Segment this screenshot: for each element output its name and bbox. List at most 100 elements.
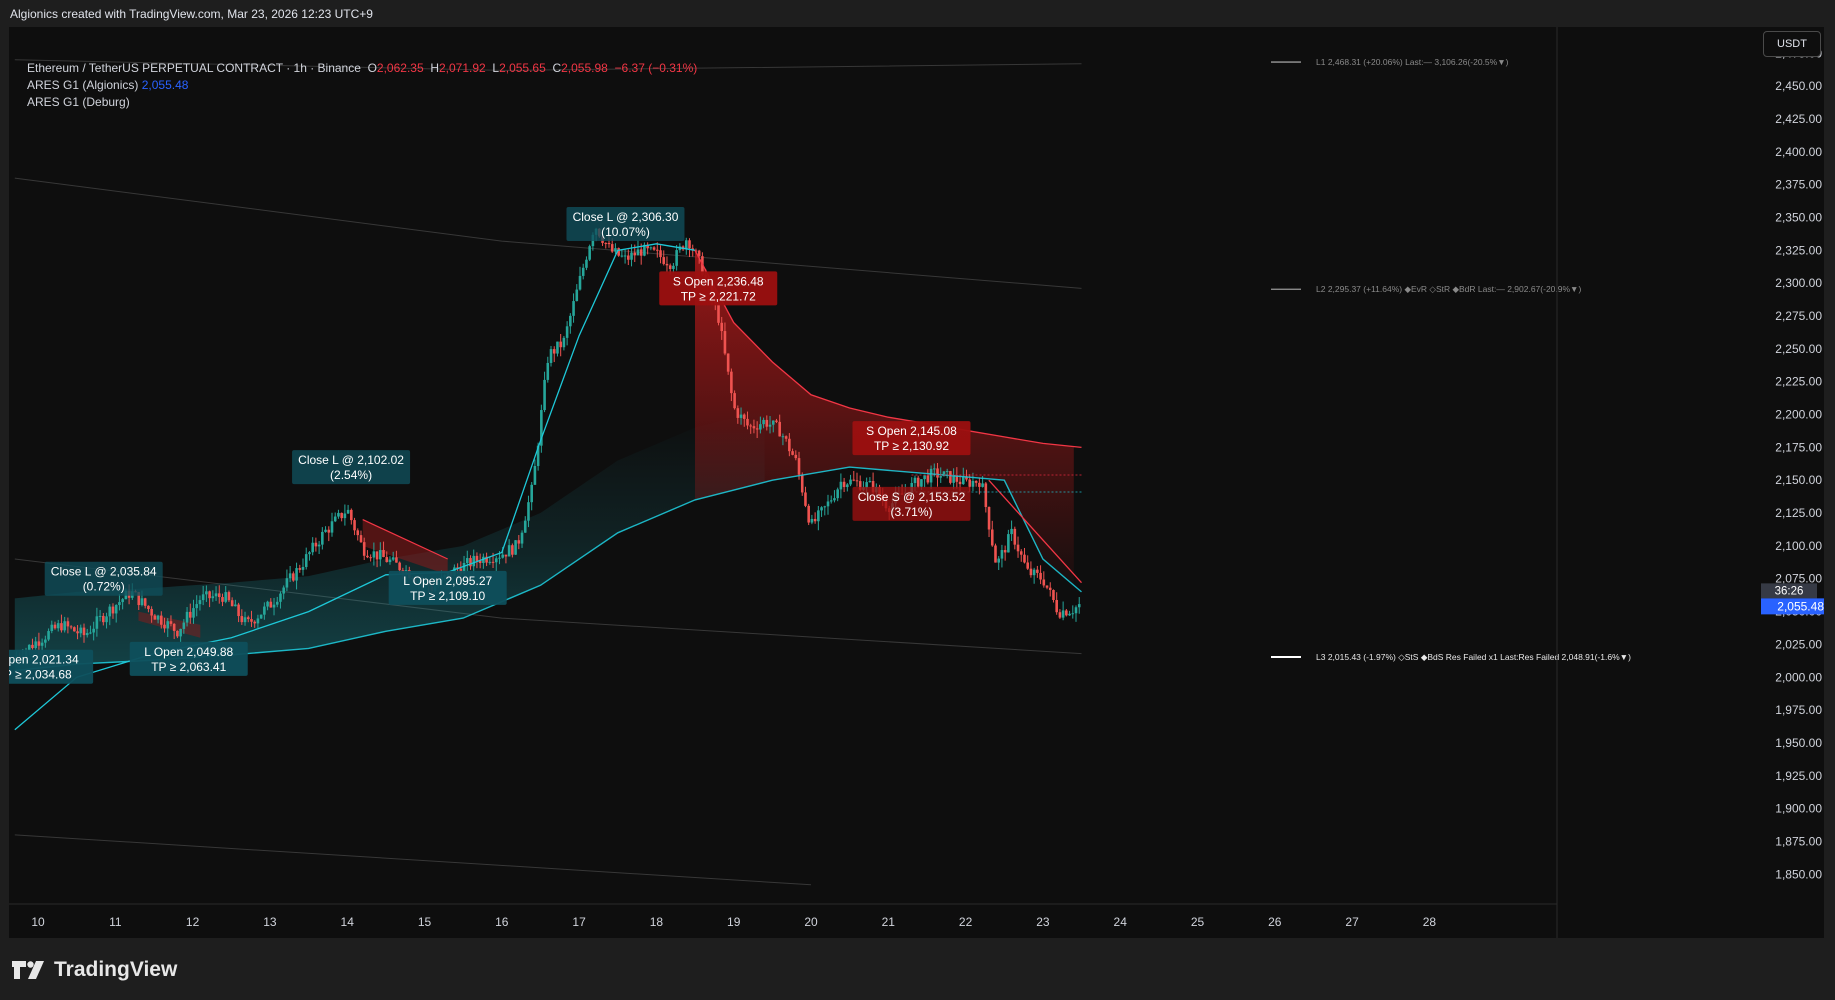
candle-body (379, 550, 382, 560)
candle-body (301, 566, 305, 570)
last-price-tag: 2,055.48 (1761, 598, 1824, 615)
candle-body (804, 492, 807, 506)
price-tick-label: 1,875.00 (1775, 834, 1822, 848)
candle-body (221, 597, 224, 602)
tradingview-logo[interactable]: TradingView (12, 958, 177, 982)
signal-box (659, 271, 778, 306)
indicator-name[interactable]: ARES G1 (Algionics) (27, 78, 139, 92)
candle-body (987, 506, 991, 530)
candle-body (304, 554, 308, 567)
signal-line1: Close S @ 2,153.52 (858, 490, 966, 504)
candle-body (82, 627, 86, 636)
level-l3: L3 2,015.43 (-1.97%) ◇StS ◆BdS Res Faile… (1271, 652, 1631, 662)
price-tick-label: 2,000.00 (1775, 670, 1822, 684)
candle-body (1026, 562, 1029, 569)
symbol-name[interactable]: Ethereum / TetherUS PERPETUAL CONTRACT ·… (27, 61, 361, 75)
candle-body (372, 551, 376, 558)
candle-body (784, 436, 788, 439)
price-tick-label: 1,950.00 (1775, 736, 1822, 750)
time-tick-label: 13 (263, 915, 277, 929)
candle-body (839, 481, 843, 490)
time-tick-label: 17 (572, 915, 586, 929)
candle-body (359, 535, 363, 543)
chart-area[interactable]: L1 2,468.31 (+20.06%) Last:— 3,106.26(-2… (9, 27, 1824, 938)
last-price-box (1761, 598, 1824, 615)
candle-body (95, 616, 99, 629)
candle-body (40, 642, 44, 646)
candle-body (179, 628, 182, 637)
candle-body (958, 481, 962, 485)
signal-line2: (2.54%) (330, 468, 372, 482)
candle-body (292, 573, 295, 581)
signal-line1: S Open 2,145.08 (866, 424, 957, 438)
candle-body (730, 371, 733, 394)
candle-body (942, 471, 946, 477)
candle-body (652, 247, 656, 250)
price-chart[interactable]: L1 2,468.31 (+20.06%) Last:— 3,106.26(-2… (9, 27, 1824, 938)
signal-line2: TP ≥ 2,063.41 (151, 660, 226, 674)
candle-body (820, 507, 823, 511)
candle-body (121, 599, 124, 603)
signal-box (852, 486, 971, 521)
price-tick-label: 2,125.00 (1775, 506, 1822, 520)
price-tick-label: 2,400.00 (1775, 145, 1822, 159)
candle-body (395, 557, 398, 563)
price-tick-label: 2,075.00 (1775, 572, 1822, 586)
candle-body (491, 561, 495, 563)
candle-body (543, 379, 546, 411)
time-tick-label: 11 (109, 915, 122, 929)
time-tick-label: 27 (1345, 915, 1359, 929)
candle-body (1042, 579, 1046, 586)
candle-body (205, 591, 208, 595)
candle-body (114, 605, 118, 614)
signal-box (9, 649, 94, 684)
currency-button[interactable]: USDT (1763, 31, 1821, 57)
open-value: 2,062.35 (376, 61, 424, 75)
time-tick-label: 16 (495, 915, 509, 929)
candle-body (569, 315, 572, 327)
candle-body (469, 558, 472, 567)
candle-body (952, 475, 955, 483)
time-tick-label: 21 (882, 915, 896, 929)
candle-body (810, 518, 814, 523)
candle-body (501, 554, 505, 558)
candle-body (742, 414, 746, 419)
signal-line1: Close L @ 2,035.84 (51, 565, 157, 579)
candle-body (994, 545, 997, 563)
candle-body (224, 592, 228, 602)
candle-body (498, 557, 501, 559)
candle-body (369, 557, 372, 559)
candle-body (659, 250, 662, 258)
candle-body (37, 641, 41, 646)
high-value: 2,071.92 (438, 61, 486, 75)
candle-body (923, 475, 926, 480)
candle-body (842, 481, 846, 488)
indicator-legend-deburg[interactable]: ARES G1 (Deburg) (27, 95, 130, 109)
candle-body (523, 520, 527, 533)
candle-body (1039, 572, 1042, 580)
candle-body (150, 609, 153, 616)
candle-body (1052, 590, 1055, 601)
indicator-legend-algionics[interactable]: ARES G1 (Algionics) 2,055.48 (27, 78, 188, 92)
signal-line1: L Open 2,095.27 (403, 574, 492, 588)
candle-body (192, 608, 195, 618)
candle-body (1019, 551, 1023, 555)
candle-body (1029, 568, 1033, 576)
candle-body (672, 265, 675, 269)
candle-body (771, 420, 775, 425)
price-tick-label: 2,425.00 (1775, 112, 1822, 126)
time-tick-label: 25 (1191, 915, 1205, 929)
candle-body (1016, 544, 1020, 552)
candle-body (1058, 612, 1062, 618)
candle-body (775, 420, 778, 422)
candle-body (788, 438, 791, 452)
ema-line-bearish-short (362, 519, 448, 560)
level-label: L1 2,468.31 (+20.06%) Last:— 3,106.26(-2… (1316, 57, 1509, 67)
candle-body (63, 621, 66, 631)
price-tick-label: 2,375.00 (1775, 178, 1822, 192)
indicator-name[interactable]: ARES G1 (Deburg) (27, 95, 130, 109)
candle-body (739, 414, 743, 418)
candle-body (321, 531, 324, 545)
candle-body (472, 555, 476, 567)
symbol-legend[interactable]: Ethereum / TetherUS PERPETUAL CONTRACT ·… (27, 61, 697, 75)
